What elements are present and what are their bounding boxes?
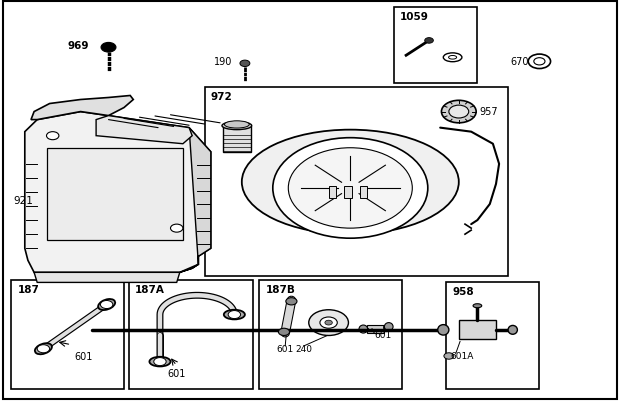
Ellipse shape [438, 325, 449, 335]
Circle shape [309, 310, 348, 336]
Circle shape [101, 43, 116, 53]
Polygon shape [31, 96, 133, 120]
Ellipse shape [224, 310, 245, 320]
Bar [259, 281, 402, 389]
Circle shape [449, 106, 469, 119]
Text: 601: 601 [374, 330, 392, 339]
Circle shape [425, 38, 433, 44]
Circle shape [46, 132, 59, 140]
Ellipse shape [508, 326, 517, 334]
Ellipse shape [149, 357, 170, 367]
Circle shape [444, 353, 454, 359]
Text: 969: 969 [67, 41, 89, 51]
Ellipse shape [359, 325, 368, 333]
Circle shape [441, 101, 476, 124]
Ellipse shape [242, 130, 459, 235]
Ellipse shape [473, 304, 482, 308]
Circle shape [286, 298, 297, 305]
Circle shape [240, 61, 250, 67]
Text: 190: 190 [214, 57, 232, 67]
Text: 957: 957 [479, 107, 498, 116]
Text: 601: 601 [167, 368, 186, 378]
Bar [46, 148, 183, 241]
Text: 601: 601 [277, 344, 294, 353]
Text: 972: 972 [211, 92, 232, 102]
Bar [223, 126, 251, 152]
Text: eReplacementParts.com: eReplacementParts.com [229, 206, 391, 219]
Circle shape [278, 328, 290, 336]
Text: 1059: 1059 [400, 12, 429, 22]
Circle shape [325, 320, 332, 325]
Text: 601: 601 [74, 351, 93, 361]
Text: 187: 187 [17, 285, 39, 295]
Ellipse shape [443, 54, 462, 63]
Ellipse shape [98, 299, 115, 310]
Circle shape [528, 55, 551, 69]
Ellipse shape [222, 122, 252, 130]
Ellipse shape [384, 323, 393, 331]
Ellipse shape [35, 343, 52, 354]
Bar [205, 88, 508, 277]
Circle shape [154, 358, 166, 366]
Ellipse shape [449, 56, 456, 60]
Polygon shape [96, 116, 192, 144]
Bar [329, 186, 336, 198]
Circle shape [100, 301, 113, 309]
Circle shape [273, 138, 428, 239]
Bar [129, 281, 253, 389]
Text: 958: 958 [453, 287, 474, 297]
Text: 187A: 187A [135, 285, 165, 295]
Bar [459, 320, 496, 340]
Polygon shape [25, 112, 211, 273]
Text: 187B: 187B [265, 285, 295, 295]
Circle shape [288, 148, 412, 229]
Ellipse shape [224, 122, 249, 129]
Text: 670: 670 [510, 57, 529, 67]
Text: 601A: 601A [451, 352, 474, 360]
Bar [394, 8, 477, 84]
Bar [367, 326, 384, 333]
Bar [11, 281, 124, 389]
Bar [446, 283, 539, 389]
Polygon shape [34, 273, 180, 283]
Circle shape [37, 345, 50, 353]
Circle shape [228, 311, 241, 319]
Polygon shape [180, 128, 211, 273]
Circle shape [534, 59, 545, 66]
Circle shape [320, 317, 337, 328]
Circle shape [170, 225, 183, 233]
Text: 240: 240 [295, 344, 312, 353]
Bar [360, 186, 367, 198]
Text: 921: 921 [14, 196, 33, 205]
Bar [344, 186, 352, 198]
